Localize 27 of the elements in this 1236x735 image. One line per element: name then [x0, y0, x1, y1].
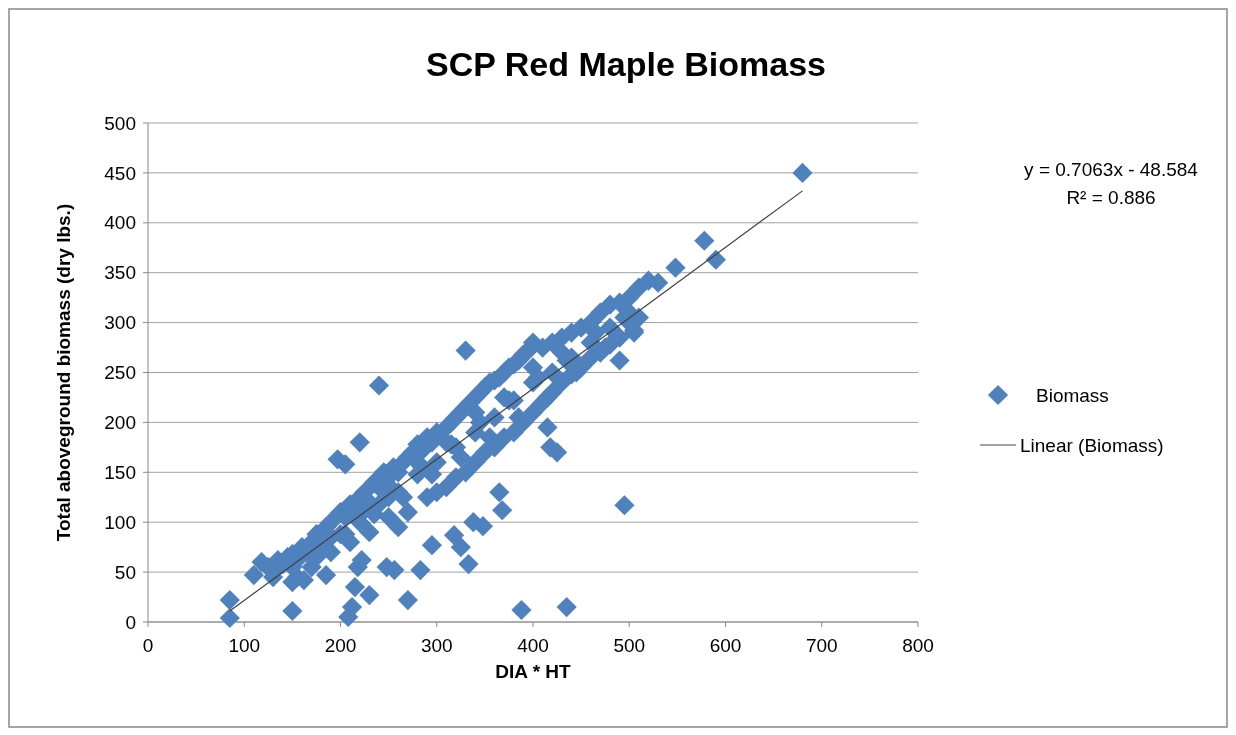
x-tick-label: 0 [142, 635, 154, 656]
y-tick-label: 350 [104, 262, 136, 284]
text: y = 0.7063x - 48.584 [1024, 159, 1199, 180]
y-tick-label: 500 [104, 112, 136, 134]
x-tick-label: 200 [324, 635, 357, 656]
legend-label: Biomass [1036, 384, 1109, 406]
x-axis-title: DIA * HT [495, 661, 572, 682]
x-tick-label: 400 [517, 635, 549, 656]
y-tick-label: 300 [104, 312, 136, 334]
y-tick-label: 0 [125, 611, 136, 633]
x-tick-label: 600 [709, 635, 742, 656]
text: R² = 0.886 [1066, 187, 1156, 208]
y-axis-title: Total aboveground biomass (dry lbs.) [53, 203, 74, 542]
y-tick-label: 50 [114, 561, 136, 583]
chart-title: SCP Red Maple Biomass [426, 45, 826, 83]
y-tick-label: 450 [104, 162, 136, 184]
y-tick-label: 400 [104, 212, 136, 234]
legend-label: Linear (Biomass) [1020, 434, 1164, 456]
x-tick-label: 700 [805, 635, 838, 656]
x-tick-label: 500 [613, 635, 646, 656]
x-tick-label: 300 [420, 635, 453, 656]
y-tick-label: 100 [104, 511, 136, 533]
x-tick-label: 100 [228, 635, 261, 656]
x-tick-label: 800 [902, 635, 934, 656]
y-tick-label: 250 [104, 362, 136, 384]
y-tick-label: 150 [104, 461, 136, 483]
y-tick-label: 200 [104, 412, 136, 434]
